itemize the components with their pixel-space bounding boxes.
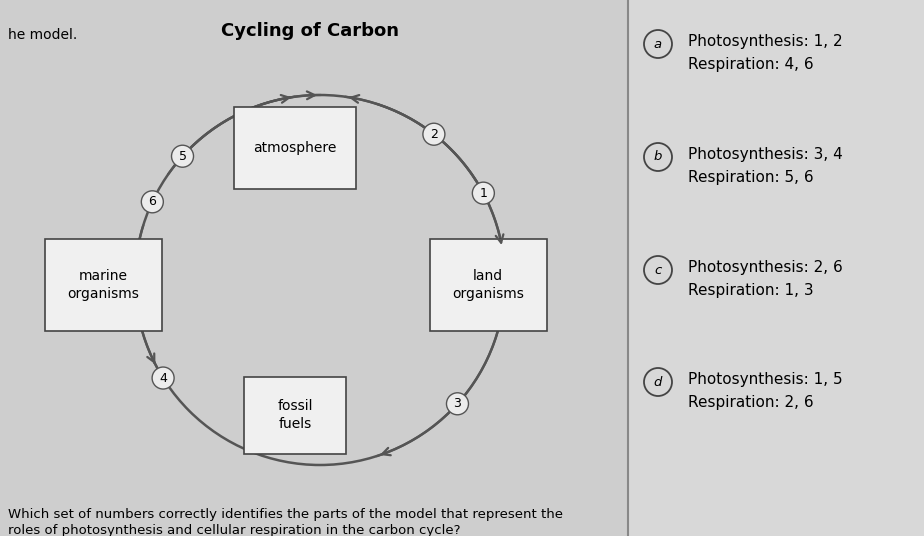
- Text: Respiration: 1, 3: Respiration: 1, 3: [688, 283, 814, 298]
- Text: Which set of numbers correctly identifies the parts of the model that represent : Which set of numbers correctly identifie…: [8, 508, 563, 521]
- Circle shape: [172, 145, 193, 167]
- Circle shape: [141, 191, 164, 213]
- FancyBboxPatch shape: [234, 107, 356, 189]
- Text: roles of photosynthesis and cellular respiration in the carbon cycle?: roles of photosynthesis and cellular res…: [8, 524, 460, 536]
- Text: 6: 6: [149, 195, 156, 209]
- Text: Respiration: 2, 6: Respiration: 2, 6: [688, 395, 814, 410]
- Text: 2: 2: [430, 128, 438, 141]
- FancyBboxPatch shape: [44, 239, 162, 331]
- Text: 5: 5: [178, 150, 187, 163]
- Text: atmosphere: atmosphere: [253, 141, 336, 155]
- Text: Respiration: 4, 6: Respiration: 4, 6: [688, 57, 814, 72]
- Text: d: d: [654, 376, 663, 389]
- FancyBboxPatch shape: [244, 376, 346, 453]
- Text: 3: 3: [454, 397, 461, 410]
- Text: Photosynthesis: 1, 2: Photosynthesis: 1, 2: [688, 34, 843, 49]
- Circle shape: [152, 367, 174, 389]
- Text: 1: 1: [480, 187, 487, 199]
- Text: Photosynthesis: 1, 5: Photosynthesis: 1, 5: [688, 372, 843, 387]
- Text: 4: 4: [159, 371, 167, 384]
- Bar: [628, 0, 924, 536]
- Text: Photosynthesis: 3, 4: Photosynthesis: 3, 4: [688, 147, 843, 162]
- Text: Photosynthesis: 2, 6: Photosynthesis: 2, 6: [688, 260, 843, 275]
- Text: fossil
fuels: fossil fuels: [277, 399, 312, 430]
- Text: Cycling of Carbon: Cycling of Carbon: [221, 22, 399, 40]
- Text: marine
organisms: marine organisms: [67, 270, 139, 301]
- Text: c: c: [654, 264, 662, 277]
- Text: Respiration: 5, 6: Respiration: 5, 6: [688, 170, 814, 185]
- Text: b: b: [654, 151, 663, 163]
- Circle shape: [423, 123, 444, 145]
- Text: he model.: he model.: [8, 28, 78, 42]
- FancyBboxPatch shape: [430, 239, 546, 331]
- Circle shape: [472, 182, 494, 204]
- Text: a: a: [654, 38, 663, 50]
- Circle shape: [446, 393, 468, 415]
- Text: land
organisms: land organisms: [452, 270, 524, 301]
